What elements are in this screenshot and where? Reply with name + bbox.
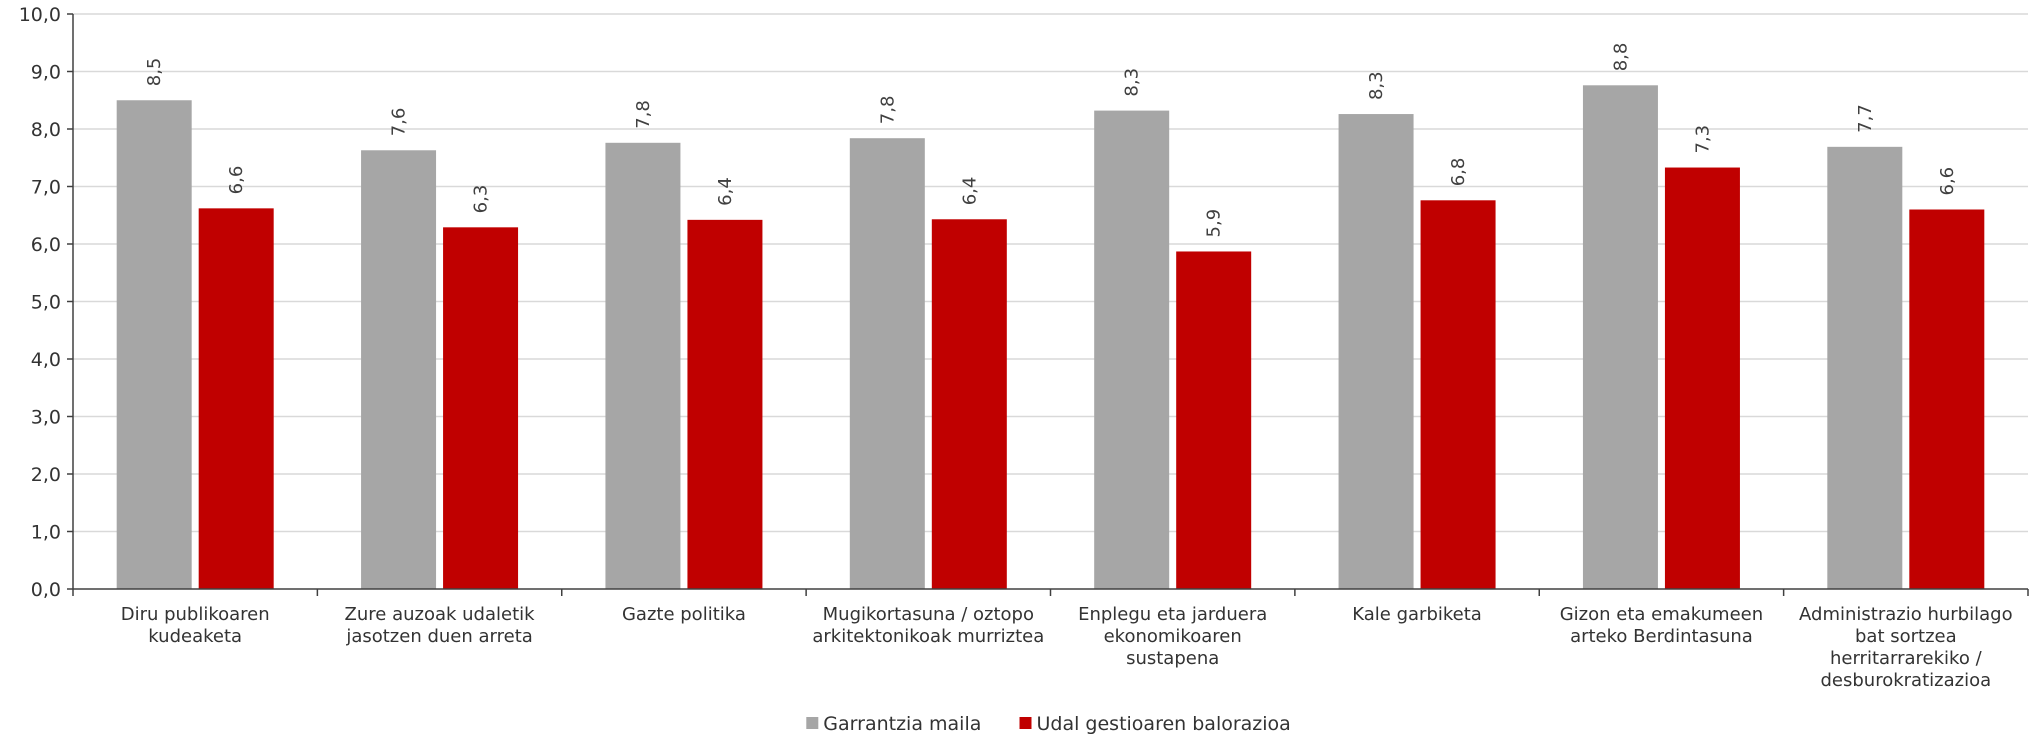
data-label: 7,3 bbox=[1692, 125, 1713, 154]
data-label: 6,6 bbox=[1937, 167, 1958, 196]
bar bbox=[1909, 209, 1985, 589]
bars bbox=[116, 85, 1985, 590]
y-tick-label: 2,0 bbox=[31, 464, 61, 486]
data-label: 8,3 bbox=[1122, 68, 1143, 97]
x-tick-label: Mugikortasuna / oztopo arkitektonikoak mu… bbox=[812, 604, 1044, 647]
bar bbox=[443, 227, 519, 589]
y-tick-label: 5,0 bbox=[31, 292, 61, 314]
bar bbox=[1582, 85, 1658, 590]
x-tick-label: Zure auzoak udaletik jasotzen duen arreta bbox=[345, 604, 536, 647]
data-label: 6,4 bbox=[959, 177, 980, 206]
y-tick-label: 7,0 bbox=[31, 177, 61, 199]
data-label: 7,7 bbox=[1855, 104, 1876, 133]
data-label: 6,6 bbox=[226, 166, 247, 195]
y-tick-label: 3,0 bbox=[31, 407, 61, 429]
bar bbox=[198, 208, 274, 589]
bar bbox=[1338, 114, 1414, 590]
bar bbox=[361, 150, 437, 589]
y-tick-label: 6,0 bbox=[31, 234, 61, 256]
legend-label: Garrantzia maila bbox=[823, 713, 981, 735]
data-label: 6,3 bbox=[471, 185, 492, 214]
legend-swatch bbox=[1019, 717, 1032, 729]
data-label: 7,8 bbox=[633, 100, 654, 129]
bar bbox=[116, 100, 192, 589]
x-tick-label: Administrazio hurbilago bat sortzea herrit… bbox=[1799, 604, 2013, 691]
y-tick-label: 10,0 bbox=[19, 4, 61, 26]
data-label: 8,5 bbox=[144, 58, 165, 87]
data-label: 6,4 bbox=[715, 177, 736, 206]
data-label: 5,9 bbox=[1204, 209, 1225, 238]
y-tick-label: 1,0 bbox=[31, 522, 61, 544]
x-tick-label: Diru publikoaren kudeaketa bbox=[121, 604, 270, 647]
data-label: 7,8 bbox=[877, 96, 898, 125]
bar bbox=[1094, 110, 1170, 589]
bar bbox=[1664, 167, 1740, 589]
legend: Garrantzia maila Udal gestioaren balorazi… bbox=[806, 713, 1291, 735]
data-label: 8,8 bbox=[1610, 43, 1631, 72]
legend-label: Udal gestioaren balorazioa bbox=[1037, 713, 1291, 735]
data-label: 6,8 bbox=[1448, 158, 1469, 187]
y-tick-label: 4,0 bbox=[31, 349, 61, 371]
bar bbox=[931, 219, 1007, 589]
y-tick-label: 0,0 bbox=[31, 579, 61, 601]
x-tick-label: Kale garbiketa bbox=[1352, 604, 1482, 625]
bar bbox=[1176, 251, 1252, 589]
bar bbox=[1827, 146, 1903, 589]
x-tick-label: Gizon eta emakumeen arteko Berdintasuna bbox=[1560, 604, 1763, 647]
x-tick-label: Gazte politika bbox=[622, 604, 746, 625]
data-label: 8,3 bbox=[1366, 71, 1387, 100]
bar bbox=[849, 138, 925, 589]
bar bbox=[687, 219, 763, 589]
data-labels: 8,5 7,6 7,8 7,8 8,3 8,3 8,8 7,7 6,6 6,3 6,4 6,4 5,9 6… bbox=[144, 43, 1958, 238]
bar bbox=[1420, 200, 1496, 590]
data-label: 7,6 bbox=[389, 108, 410, 137]
y-tick-label: 9,0 bbox=[31, 62, 61, 84]
bar bbox=[605, 142, 681, 590]
x-tick-label: Enplegu eta jarduera ekonomikoaren sustape… bbox=[1078, 604, 1267, 669]
legend-swatch bbox=[806, 717, 819, 729]
axes: 0,0 1,0 2,0 3,0 4,0 5,0 6,0 7,0 8,0 9,0 10,0 Diru p… bbox=[19, 4, 2029, 691]
y-tick-label: 8,0 bbox=[31, 119, 61, 141]
